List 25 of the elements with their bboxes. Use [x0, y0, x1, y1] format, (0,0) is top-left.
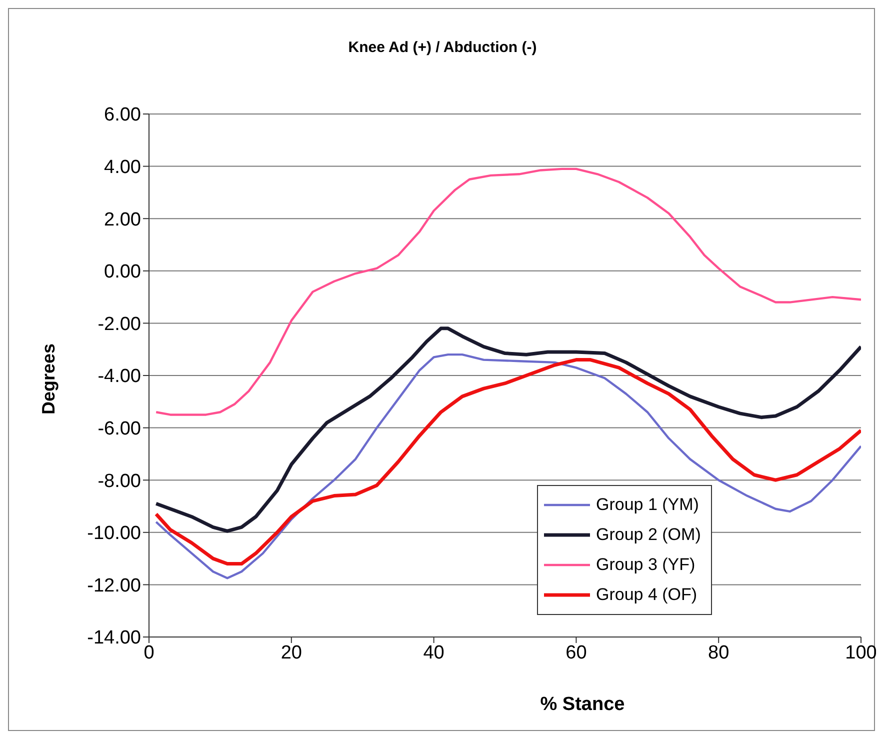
y-tick-label: 0.00 — [104, 262, 141, 283]
line-series — [155, 168, 861, 416]
legend-label: Group 3 (YF) — [596, 555, 696, 575]
legend-label: Group 4 (OF) — [596, 585, 698, 605]
y-tick-label: -8.00 — [98, 470, 141, 492]
legend-label: Group 2 (OM) — [596, 525, 701, 545]
x-tick-label: 60 — [566, 642, 587, 664]
legend-label: Group 1 (YM) — [596, 495, 699, 515]
x-tick-label: 100 — [845, 642, 877, 664]
y-axis-title: Degrees — [38, 343, 60, 414]
chart-title: Knee Ad (+) / Abduction (-) — [347, 39, 538, 56]
y-tick-label: -2.00 — [98, 314, 141, 335]
x-tick-label: 0 — [144, 642, 154, 664]
x-tick-label: 80 — [708, 642, 730, 664]
y-tick-label: 4.00 — [104, 157, 141, 178]
y-tick-label: -14.00 — [87, 628, 141, 649]
y-tick-label: -12.00 — [87, 575, 141, 596]
y-tick-label: 6.00 — [104, 104, 141, 126]
y-tick-label: -10.00 — [87, 523, 141, 544]
x-tick-label: 20 — [280, 642, 302, 664]
y-tick-label: 2.00 — [104, 209, 141, 230]
y-tick-label: -6.00 — [98, 418, 141, 440]
x-tick-label: 40 — [423, 642, 444, 664]
x-axis-title: % Stance — [539, 694, 626, 716]
y-tick-label: -4.00 — [98, 366, 141, 388]
